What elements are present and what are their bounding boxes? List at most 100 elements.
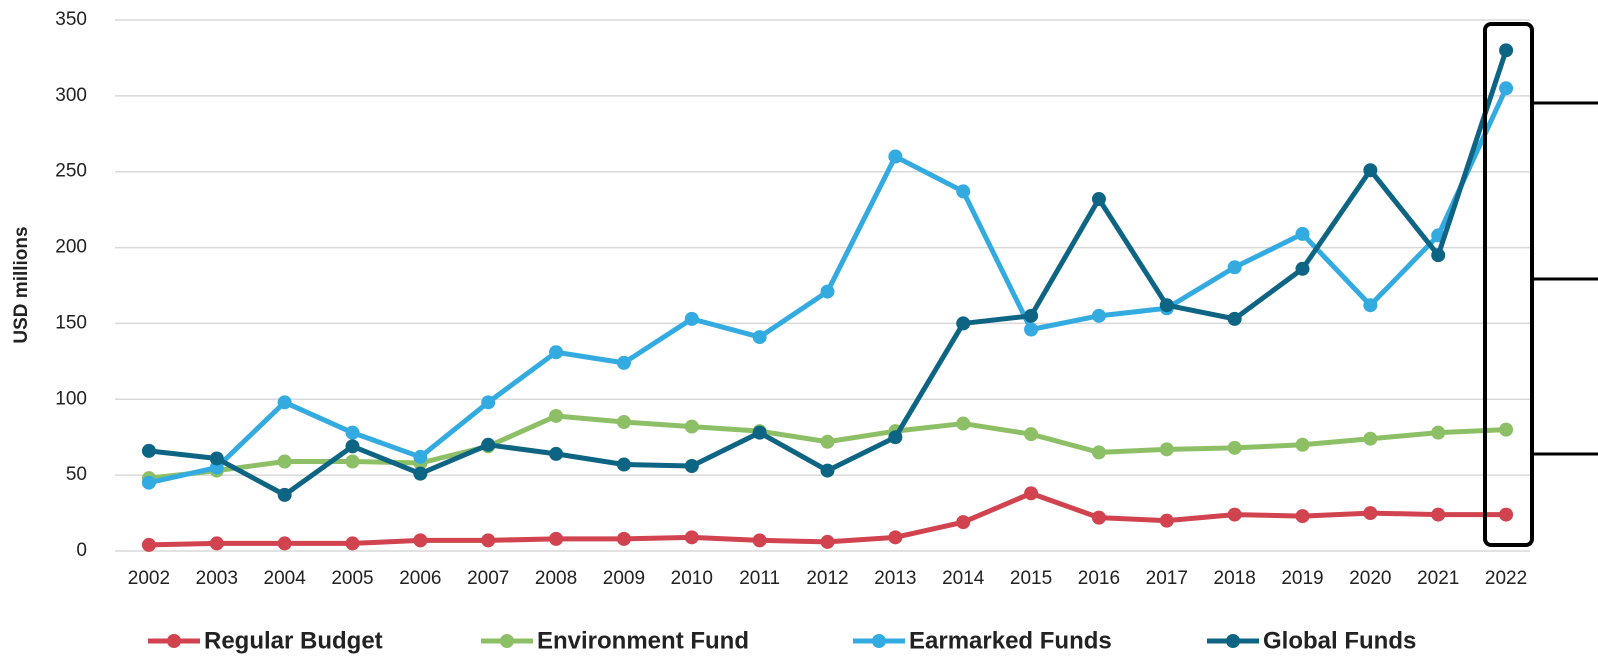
data-point	[141, 537, 156, 552]
data-point	[820, 463, 835, 478]
y-tick-label: 350	[55, 9, 87, 30]
data-point	[1227, 440, 1242, 455]
data-point	[413, 466, 428, 481]
data-point	[616, 457, 631, 472]
y-tick-label: 200	[55, 237, 87, 258]
data-point	[752, 533, 767, 548]
x-tick-label: 2006	[399, 568, 441, 589]
y-tick-label: 150	[55, 312, 87, 333]
data-point	[1295, 261, 1310, 276]
x-tick-label: 2017	[1146, 568, 1188, 589]
y-axis-title: USD millions	[11, 226, 32, 343]
data-point	[549, 408, 564, 423]
legend-item: Regular Budget	[148, 627, 383, 654]
data-point	[209, 451, 224, 466]
legend-label: Global Funds	[1263, 627, 1416, 654]
data-point	[345, 454, 360, 469]
x-tick-label: 2016	[1078, 568, 1120, 589]
legend-marker	[1226, 634, 1240, 648]
plot: 0 50 100 150 200 250 300 350 2002 2003 2004 2005 200…	[55, 9, 1530, 654]
data-point	[345, 439, 360, 454]
legend-item: Earmarked Funds	[853, 627, 1112, 654]
data-point	[684, 311, 699, 326]
data-point	[1227, 311, 1242, 326]
data-point	[481, 395, 496, 410]
data-point	[820, 534, 835, 549]
data-point	[1499, 422, 1514, 437]
highlight-box	[1483, 22, 1534, 547]
data-point	[549, 531, 564, 546]
data-point	[413, 449, 428, 464]
data-point	[481, 533, 496, 548]
data-point	[1431, 507, 1446, 522]
legend-marker	[872, 634, 886, 648]
legend-label: Environment Fund	[537, 627, 749, 654]
x-tick-label: 2013	[874, 568, 916, 589]
data-point	[1024, 308, 1039, 323]
data-point	[1295, 437, 1310, 452]
x-tick-label: 2010	[671, 568, 713, 589]
y-tick-label: 0	[76, 540, 87, 561]
data-point	[141, 475, 156, 490]
x-tick-label: 2015	[1010, 568, 1052, 589]
data-point	[956, 515, 971, 530]
x-tick-label: 2014	[942, 568, 985, 589]
legend-label: Earmarked Funds	[909, 627, 1112, 654]
data-point	[1499, 81, 1514, 96]
data-point	[1227, 260, 1242, 275]
data-point	[1024, 427, 1039, 442]
legend-item: Environment Fund	[481, 627, 749, 654]
data-point	[684, 530, 699, 545]
data-point	[345, 425, 360, 440]
data-point	[1363, 431, 1378, 446]
legend-marker	[167, 634, 181, 648]
x-tick-label: 2011	[739, 568, 780, 589]
x-tick-label: 2003	[196, 568, 238, 589]
x-tick-label: 2020	[1349, 568, 1391, 589]
data-point	[616, 415, 631, 430]
data-point	[1363, 163, 1378, 178]
data-point	[888, 530, 903, 545]
data-point	[1091, 445, 1106, 460]
x-tick-label: 2005	[331, 568, 373, 589]
data-point	[1295, 509, 1310, 524]
data-point	[1091, 510, 1106, 525]
data-point	[1431, 425, 1446, 440]
data-point	[956, 316, 971, 331]
y-tick-label: 100	[55, 388, 87, 409]
data-point	[820, 434, 835, 449]
data-point	[888, 430, 903, 445]
x-tick-label: 2019	[1281, 568, 1323, 589]
data-point	[209, 536, 224, 551]
data-point	[1363, 298, 1378, 313]
data-point	[752, 330, 767, 345]
data-point	[413, 533, 428, 548]
legend-label: Regular Budget	[204, 627, 383, 654]
data-point	[956, 184, 971, 199]
data-point	[1227, 507, 1242, 522]
data-point	[1159, 298, 1174, 313]
data-point	[616, 355, 631, 370]
x-tick-label: 2002	[128, 568, 170, 589]
data-point	[481, 437, 496, 452]
data-point	[345, 536, 360, 551]
data-point	[1024, 486, 1039, 501]
y-tick-label: 250	[55, 161, 87, 182]
data-point	[549, 446, 564, 461]
data-point	[684, 419, 699, 434]
data-point	[1295, 226, 1310, 241]
data-point	[820, 284, 835, 299]
data-point	[752, 425, 767, 440]
data-point	[1363, 506, 1378, 521]
data-point	[1431, 248, 1446, 263]
y-tick-label: 300	[55, 85, 87, 106]
x-tick-label: 2018	[1214, 568, 1256, 589]
data-point	[956, 416, 971, 431]
data-point	[1499, 507, 1514, 522]
data-point	[277, 395, 292, 410]
x-tick-label: 2008	[535, 568, 577, 589]
data-point	[141, 443, 156, 458]
data-point	[1091, 308, 1106, 323]
x-tick-label: 2021	[1417, 568, 1459, 589]
